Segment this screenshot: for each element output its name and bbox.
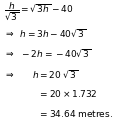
Text: $\dfrac{h}{\sqrt{3}} = \sqrt{3h} - 40$: $\dfrac{h}{\sqrt{3}} = \sqrt{3h} - 40$ xyxy=(4,0,73,22)
Text: $\Rightarrow\;\;\;\;\;\;\; h = 20\;\sqrt{3}$: $\Rightarrow\;\;\;\;\;\;\; h = 20\;\sqrt… xyxy=(4,68,78,80)
Text: $\;\;\;\;\;\;\;\;\;\;\;\;\;\; = 34.64 \; \mathrm{metres.}$: $\;\;\;\;\;\;\;\;\;\;\;\;\;\; = 34.64 \;… xyxy=(4,108,113,119)
Text: $\Rightarrow\;\; -2h = -40\sqrt{3}$: $\Rightarrow\;\; -2h = -40\sqrt{3}$ xyxy=(4,47,92,59)
Text: $\Rightarrow\;\; h = 3h - 40\sqrt{3}$: $\Rightarrow\;\; h = 3h - 40\sqrt{3}$ xyxy=(4,27,86,39)
Text: $\;\;\;\;\;\;\;\;\;\;\;\;\;\; = 20 \times 1.732$: $\;\;\;\;\;\;\;\;\;\;\;\;\;\; = 20 \time… xyxy=(4,88,98,99)
